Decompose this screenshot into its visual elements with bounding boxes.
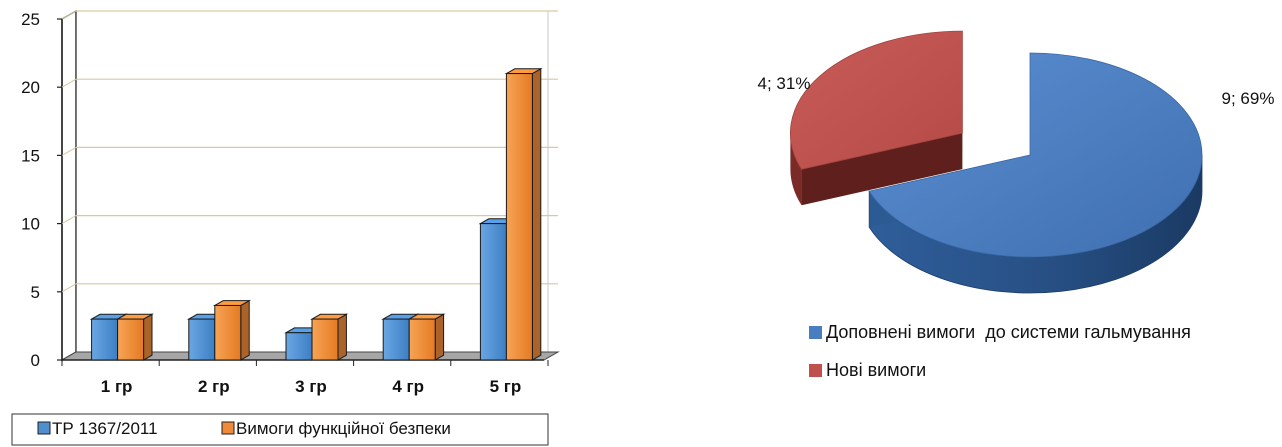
bar-tr-2 (188, 318, 216, 361)
legend-swatch (37, 421, 51, 435)
bar-chart: 0 5 10 15 20 25 1 гр 2 гр 3 гр 4 гр 5 гр ТР 1367/… (11, 9, 560, 446)
bar-legend: ТР 1367/2011 Вимоги функційної безпеки (11, 413, 549, 446)
bar-marks (89, 67, 543, 361)
gridline-depth (61, 283, 77, 293)
pie-label-nove: 4; 31% (758, 74, 811, 93)
pie-label-dopovneni: 9; 69% (1222, 89, 1275, 108)
bar-fb-4 (408, 318, 436, 361)
bar-gridlines (61, 10, 558, 293)
x-tick-label: 1 гр (101, 377, 133, 396)
pie-chart: 9; 69% 4; 31% Доповнені вимоги до системи… (758, 30, 1275, 380)
gridline-depth (61, 78, 77, 88)
legend-label: Доповнені вимоги до системи гальмування (826, 322, 1191, 342)
gridline-depth (61, 215, 77, 225)
legend-box (11, 413, 549, 446)
x-tick-label: 5 гр (490, 377, 522, 396)
gridline-depth (61, 10, 77, 20)
legend-label: Нові вимоги (826, 360, 926, 380)
pie-data-labels: 9; 69% 4; 31% (758, 74, 1275, 108)
bar-side (434, 313, 445, 361)
bar-tr-5 (479, 223, 507, 361)
bar-tr-4 (382, 318, 410, 361)
pie-legend: Доповнені вимоги до системи гальмування Н… (809, 322, 1191, 380)
bar-side (337, 313, 347, 361)
legend-swatch (809, 326, 822, 339)
y-tick-label: 5 (31, 283, 40, 302)
y-tick-label: 15 (21, 146, 40, 165)
legend-swatch (221, 421, 235, 435)
bar-fb-5 (505, 73, 533, 361)
pie-slice-side-red (790, 133, 802, 206)
back-wall (75, 10, 549, 353)
x-tick-label: 3 гр (295, 377, 327, 396)
bar-side (240, 299, 250, 361)
bar-side (143, 313, 153, 361)
y-tick-label: 20 (21, 78, 40, 97)
bar-tr-3 (285, 332, 313, 361)
pie-slice-nove (790, 30, 963, 170)
bar-tr-1 (91, 318, 119, 361)
x-tick-label: 4 гр (392, 377, 424, 396)
bar-side (531, 67, 542, 361)
y-tick-label: 25 (21, 10, 40, 29)
legend-label: Вимоги функційної безпеки (236, 419, 451, 438)
gridline-depth (61, 146, 77, 156)
x-axis-ticks: 1 гр 2 гр 3 гр 4 гр 5 гр (61, 360, 549, 396)
y-tick-label: 10 (21, 215, 40, 234)
left-wall (61, 9, 77, 362)
legend-swatch (809, 364, 822, 377)
y-tick-label: 0 (31, 351, 40, 370)
pie-marks (790, 30, 1203, 294)
pie-slice-dopovneni (868, 52, 1203, 258)
x-tick-label: 2 гр (198, 377, 230, 396)
bar-fb-2 (214, 304, 242, 361)
bar-fb-1 (117, 318, 145, 361)
bar-fb-3 (311, 318, 339, 361)
legend-label: ТР 1367/2011 (52, 419, 158, 438)
y-axis-ticks: 0 5 10 15 20 25 (21, 10, 62, 370)
pie-slice-cut-red (801, 133, 963, 206)
